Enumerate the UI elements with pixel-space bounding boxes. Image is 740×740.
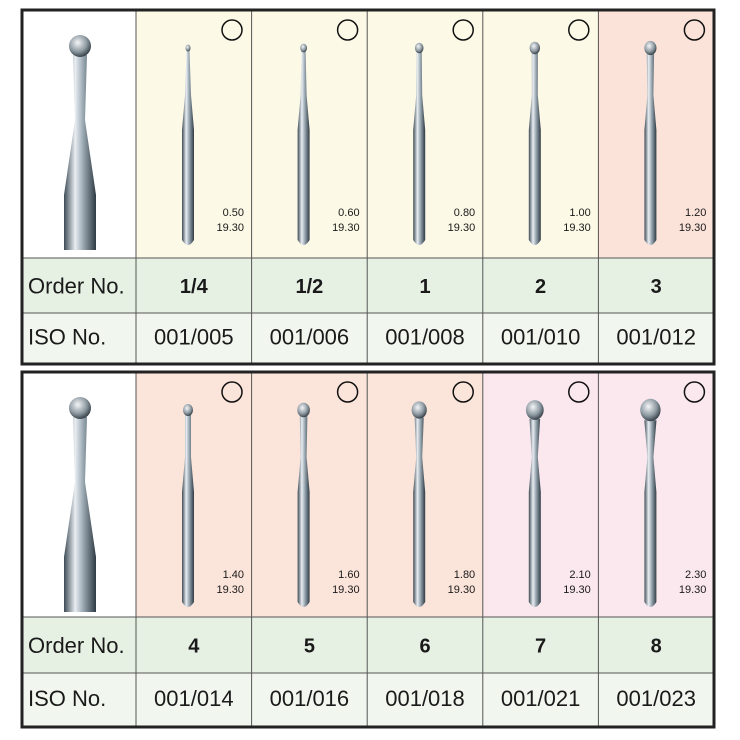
diameter: 1.00 (569, 207, 590, 219)
diameter: 0.60 (338, 207, 359, 219)
iso-number: 001/010 (501, 324, 581, 349)
diameter: 1.20 (685, 207, 706, 219)
bur-head (529, 41, 540, 55)
select-circle (221, 19, 243, 41)
bur-head (297, 402, 310, 418)
iso-row (22, 673, 714, 727)
iso-number: 001/008 (385, 324, 465, 349)
length: 19.30 (448, 584, 476, 596)
bur-shank (64, 417, 96, 612)
iso-number: 001/023 (616, 686, 696, 711)
order-number: 3 (651, 276, 662, 298)
length: 19.30 (563, 584, 591, 596)
diameter: 2.10 (569, 569, 590, 581)
bur-image (640, 398, 661, 607)
diameter: 1.80 (454, 569, 475, 581)
row-label: ISO No. (28, 686, 106, 711)
panel-border (20, 370, 716, 729)
bur-image (297, 402, 310, 607)
select-circle (683, 381, 706, 403)
row-label: ISO No. (28, 324, 106, 349)
bur-shank (182, 50, 194, 245)
row-label: Order No. (28, 273, 125, 298)
order-number: 4 (188, 635, 200, 657)
select-circle (568, 19, 590, 41)
iso-number: 001/012 (616, 324, 696, 349)
select-circle (568, 381, 590, 403)
order-number: 7 (535, 635, 546, 657)
iso-number: 001/006 (270, 324, 350, 349)
bur-image (644, 40, 657, 245)
select-circle (336, 19, 359, 41)
length: 19.30 (679, 584, 707, 596)
select-circle (336, 381, 359, 403)
bur-head (185, 44, 191, 52)
order-number: 6 (419, 635, 430, 657)
length: 19.30 (679, 222, 707, 234)
length: 19.30 (448, 222, 476, 234)
iso-number: 001/018 (385, 686, 465, 711)
select-circle (221, 381, 243, 403)
bur-shank (644, 54, 657, 245)
iso-number: 001/016 (270, 686, 350, 711)
diameter: 1.40 (223, 569, 244, 581)
bur-head (411, 401, 427, 419)
bur-image (64, 35, 96, 250)
order-row (22, 258, 714, 313)
length: 19.30 (216, 222, 244, 234)
bur-shank (528, 418, 541, 607)
order-number: 1/2 (295, 276, 323, 298)
bur-head (183, 404, 193, 416)
bur-image (64, 397, 96, 612)
order-number: 1 (419, 276, 430, 298)
order-row (22, 617, 714, 673)
bur-head (69, 35, 91, 57)
bur-shank (297, 416, 310, 607)
iso-row (22, 313, 714, 364)
row-label: Order No. (28, 633, 125, 658)
bur-head (300, 43, 307, 53)
order-number: 5 (304, 635, 315, 657)
bur-shank (297, 51, 310, 246)
bur-image (413, 42, 426, 245)
iso-number: 001/014 (154, 686, 234, 711)
iso-number: 001/005 (154, 324, 234, 349)
bur-head (525, 400, 544, 420)
select-circle (683, 19, 706, 41)
diameter: 1.60 (338, 569, 359, 581)
bur-image (411, 401, 427, 607)
order-number: 1/4 (180, 276, 209, 298)
bur-head (69, 397, 91, 419)
bur-shank (644, 420, 657, 607)
order-number: 8 (651, 635, 662, 657)
bur-shank (413, 417, 426, 607)
length: 19.30 (332, 222, 360, 234)
diameter: 0.50 (223, 207, 244, 219)
bur-shank (182, 415, 194, 607)
iso-number: 001/021 (501, 686, 581, 711)
diameter: 2.30 (685, 569, 706, 581)
length: 19.30 (563, 222, 591, 234)
bur-image (182, 44, 194, 245)
bur-image (297, 43, 310, 246)
length: 19.30 (216, 584, 244, 596)
select-circle (452, 381, 474, 403)
bur-image (525, 400, 544, 607)
bur-head (644, 40, 657, 56)
panel-border (20, 8, 716, 366)
bur-shank (528, 53, 541, 246)
bur-head (414, 42, 424, 54)
select-circle (452, 19, 474, 41)
bur-head (640, 398, 661, 422)
order-number: 2 (535, 276, 546, 298)
bur-image (182, 404, 194, 607)
length: 19.30 (332, 584, 360, 596)
bur-image (528, 41, 541, 246)
bur-shank (64, 55, 96, 250)
diameter: 0.80 (454, 207, 475, 219)
bur-shank (413, 52, 426, 245)
